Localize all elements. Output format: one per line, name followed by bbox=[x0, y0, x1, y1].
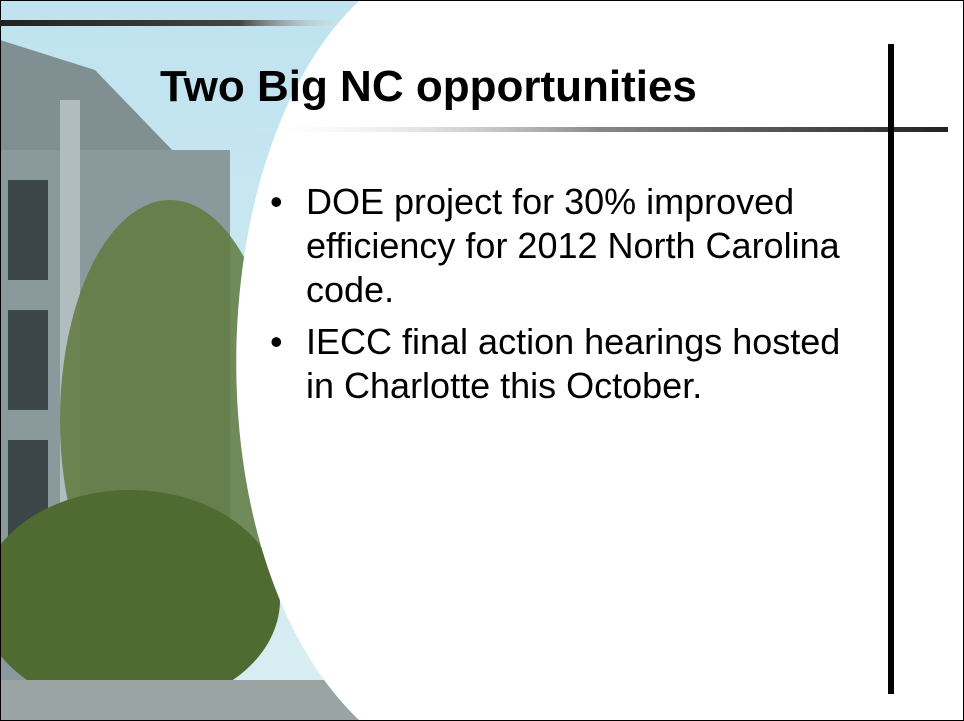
bullet-list: DOE project for 30% improved efficiency … bbox=[270, 180, 850, 416]
bullet: IECC final action hearings hosted in Cha… bbox=[270, 320, 850, 408]
slide-title: Two Big NC opportunities bbox=[160, 62, 697, 111]
bullet: DOE project for 30% improved efficiency … bbox=[270, 180, 850, 312]
